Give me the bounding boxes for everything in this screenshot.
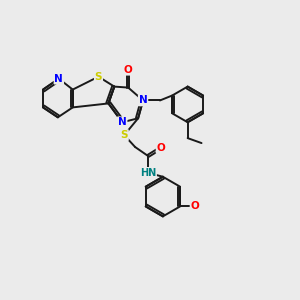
Text: N: N	[55, 74, 63, 84]
Text: S: S	[121, 130, 128, 140]
Text: O: O	[157, 143, 165, 153]
Text: N: N	[139, 95, 147, 106]
Text: O: O	[124, 65, 133, 75]
Text: O: O	[190, 202, 199, 212]
Text: N: N	[118, 117, 127, 127]
Text: S: S	[95, 72, 102, 82]
Text: HN: HN	[140, 168, 156, 178]
